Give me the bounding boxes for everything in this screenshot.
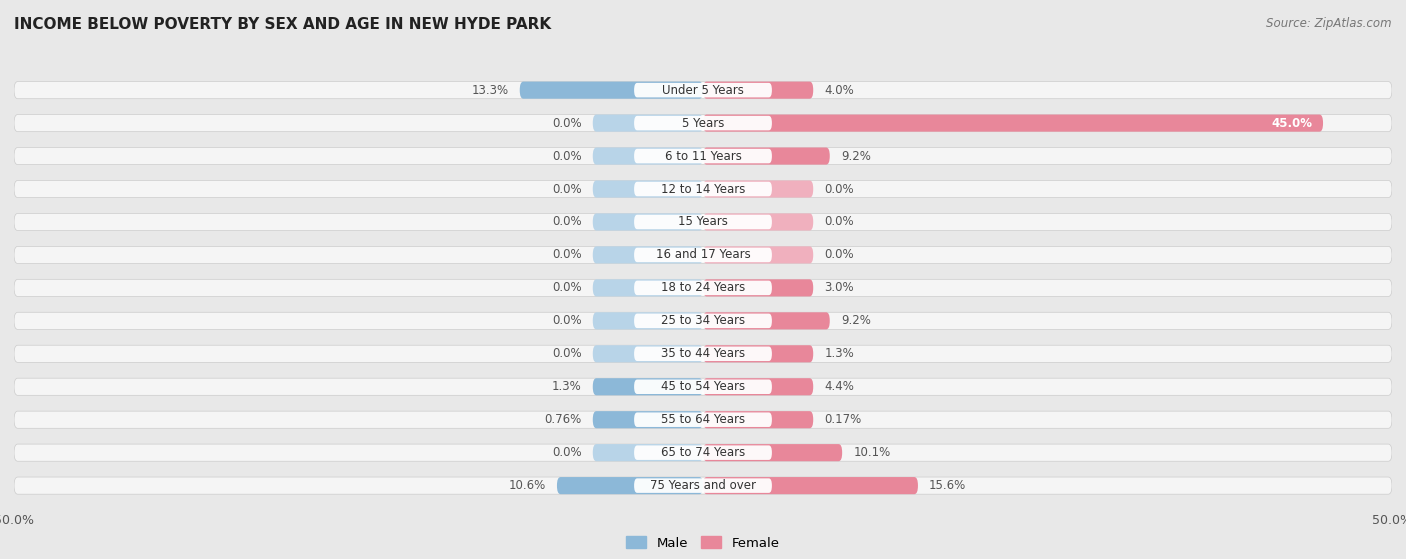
Text: 4.4%: 4.4% bbox=[824, 380, 853, 393]
Text: 0.0%: 0.0% bbox=[553, 248, 582, 262]
FancyBboxPatch shape bbox=[14, 82, 1392, 99]
Text: 5 Years: 5 Years bbox=[682, 117, 724, 130]
Text: 0.0%: 0.0% bbox=[553, 281, 582, 295]
FancyBboxPatch shape bbox=[703, 378, 813, 395]
FancyBboxPatch shape bbox=[593, 345, 703, 362]
FancyBboxPatch shape bbox=[703, 115, 1323, 132]
FancyBboxPatch shape bbox=[703, 181, 813, 197]
FancyBboxPatch shape bbox=[634, 347, 772, 361]
Text: 15 Years: 15 Years bbox=[678, 215, 728, 229]
FancyBboxPatch shape bbox=[593, 148, 703, 165]
FancyBboxPatch shape bbox=[593, 247, 703, 263]
FancyBboxPatch shape bbox=[703, 214, 813, 230]
Text: 6 to 11 Years: 6 to 11 Years bbox=[665, 150, 741, 163]
Text: Source: ZipAtlas.com: Source: ZipAtlas.com bbox=[1267, 17, 1392, 30]
Text: 0.0%: 0.0% bbox=[553, 446, 582, 459]
FancyBboxPatch shape bbox=[14, 115, 1392, 132]
FancyBboxPatch shape bbox=[703, 411, 813, 428]
Text: 12 to 14 Years: 12 to 14 Years bbox=[661, 183, 745, 196]
FancyBboxPatch shape bbox=[593, 280, 703, 296]
FancyBboxPatch shape bbox=[593, 378, 703, 395]
FancyBboxPatch shape bbox=[703, 477, 918, 494]
FancyBboxPatch shape bbox=[634, 149, 772, 163]
FancyBboxPatch shape bbox=[520, 82, 703, 99]
FancyBboxPatch shape bbox=[593, 115, 703, 132]
FancyBboxPatch shape bbox=[593, 181, 703, 197]
FancyBboxPatch shape bbox=[634, 83, 772, 97]
FancyBboxPatch shape bbox=[634, 413, 772, 427]
Text: 13.3%: 13.3% bbox=[471, 84, 509, 97]
FancyBboxPatch shape bbox=[14, 378, 1392, 395]
FancyBboxPatch shape bbox=[593, 214, 703, 230]
FancyBboxPatch shape bbox=[14, 345, 1392, 362]
Text: 10.6%: 10.6% bbox=[509, 479, 546, 492]
Text: INCOME BELOW POVERTY BY SEX AND AGE IN NEW HYDE PARK: INCOME BELOW POVERTY BY SEX AND AGE IN N… bbox=[14, 17, 551, 32]
Text: 9.2%: 9.2% bbox=[841, 314, 870, 328]
FancyBboxPatch shape bbox=[703, 280, 813, 296]
Text: 45.0%: 45.0% bbox=[1271, 117, 1312, 130]
FancyBboxPatch shape bbox=[14, 411, 1392, 428]
Text: 0.76%: 0.76% bbox=[544, 413, 582, 426]
Text: 0.0%: 0.0% bbox=[824, 248, 853, 262]
Text: Under 5 Years: Under 5 Years bbox=[662, 84, 744, 97]
Text: 75 Years and over: 75 Years and over bbox=[650, 479, 756, 492]
FancyBboxPatch shape bbox=[703, 82, 813, 99]
Text: 55 to 64 Years: 55 to 64 Years bbox=[661, 413, 745, 426]
FancyBboxPatch shape bbox=[557, 477, 703, 494]
FancyBboxPatch shape bbox=[14, 181, 1392, 197]
Text: 1.3%: 1.3% bbox=[553, 380, 582, 393]
FancyBboxPatch shape bbox=[634, 314, 772, 328]
FancyBboxPatch shape bbox=[14, 444, 1392, 461]
Text: 0.0%: 0.0% bbox=[553, 314, 582, 328]
FancyBboxPatch shape bbox=[634, 248, 772, 262]
Text: 0.0%: 0.0% bbox=[553, 150, 582, 163]
FancyBboxPatch shape bbox=[634, 281, 772, 295]
Text: 15.6%: 15.6% bbox=[929, 479, 966, 492]
FancyBboxPatch shape bbox=[703, 345, 813, 362]
FancyBboxPatch shape bbox=[593, 411, 703, 428]
FancyBboxPatch shape bbox=[14, 280, 1392, 296]
FancyBboxPatch shape bbox=[14, 312, 1392, 329]
FancyBboxPatch shape bbox=[593, 312, 703, 329]
Text: 0.17%: 0.17% bbox=[824, 413, 862, 426]
FancyBboxPatch shape bbox=[14, 214, 1392, 230]
FancyBboxPatch shape bbox=[14, 477, 1392, 494]
FancyBboxPatch shape bbox=[634, 380, 772, 394]
Text: 4.0%: 4.0% bbox=[824, 84, 853, 97]
FancyBboxPatch shape bbox=[703, 312, 830, 329]
Text: 1.3%: 1.3% bbox=[824, 347, 853, 361]
Text: 0.0%: 0.0% bbox=[553, 117, 582, 130]
FancyBboxPatch shape bbox=[703, 444, 842, 461]
Text: 25 to 34 Years: 25 to 34 Years bbox=[661, 314, 745, 328]
Text: 35 to 44 Years: 35 to 44 Years bbox=[661, 347, 745, 361]
FancyBboxPatch shape bbox=[634, 446, 772, 460]
Text: 0.0%: 0.0% bbox=[824, 215, 853, 229]
FancyBboxPatch shape bbox=[14, 247, 1392, 263]
FancyBboxPatch shape bbox=[14, 148, 1392, 165]
FancyBboxPatch shape bbox=[634, 479, 772, 493]
FancyBboxPatch shape bbox=[703, 148, 830, 165]
Legend: Male, Female: Male, Female bbox=[621, 531, 785, 555]
FancyBboxPatch shape bbox=[634, 215, 772, 229]
Text: 0.0%: 0.0% bbox=[553, 215, 582, 229]
Text: 45 to 54 Years: 45 to 54 Years bbox=[661, 380, 745, 393]
Text: 0.0%: 0.0% bbox=[824, 183, 853, 196]
Text: 16 and 17 Years: 16 and 17 Years bbox=[655, 248, 751, 262]
FancyBboxPatch shape bbox=[593, 444, 703, 461]
Text: 0.0%: 0.0% bbox=[553, 347, 582, 361]
FancyBboxPatch shape bbox=[634, 182, 772, 196]
Text: 9.2%: 9.2% bbox=[841, 150, 870, 163]
FancyBboxPatch shape bbox=[703, 247, 813, 263]
Text: 3.0%: 3.0% bbox=[824, 281, 853, 295]
Text: 0.0%: 0.0% bbox=[553, 183, 582, 196]
FancyBboxPatch shape bbox=[634, 116, 772, 130]
Text: 65 to 74 Years: 65 to 74 Years bbox=[661, 446, 745, 459]
Text: 10.1%: 10.1% bbox=[853, 446, 890, 459]
Text: 18 to 24 Years: 18 to 24 Years bbox=[661, 281, 745, 295]
